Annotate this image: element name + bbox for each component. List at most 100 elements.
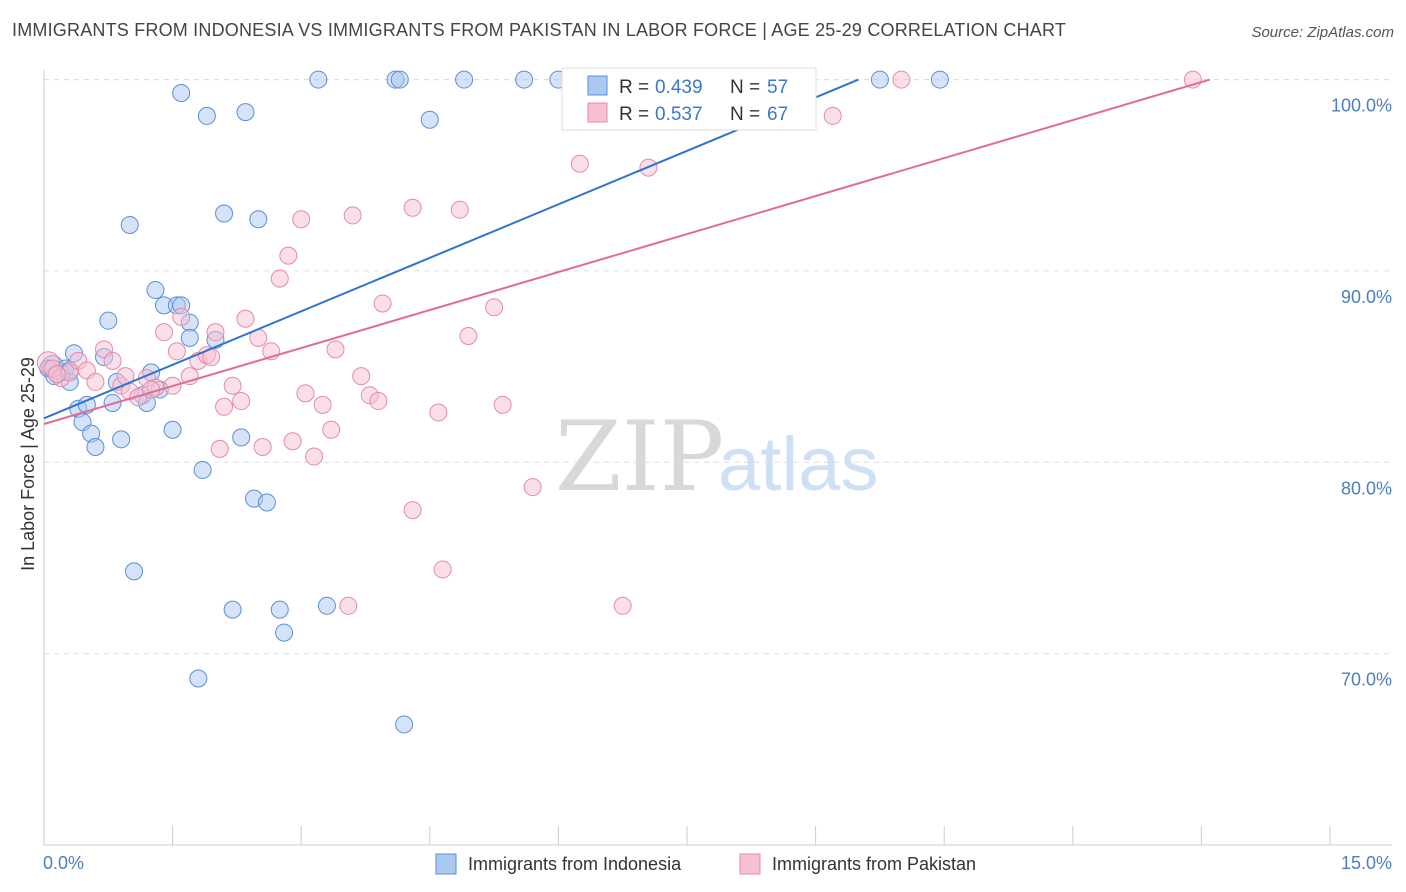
pakistan-point [86, 372, 105, 391]
y-tick-label: 90.0% [1341, 287, 1392, 307]
pakistan-point [296, 384, 315, 403]
stats-r-value-pakistan: 0.537 [655, 104, 703, 125]
pakistan-point [210, 439, 229, 458]
pakistan-point [523, 478, 542, 497]
indonesia-point [189, 669, 208, 688]
stats-n-label-pakistan: N = [730, 104, 760, 125]
pakistan-point [369, 392, 388, 411]
indonesia-point [236, 103, 255, 122]
pakistan-point [613, 596, 632, 615]
indonesia-point [163, 420, 182, 439]
indonesia-point [120, 216, 139, 234]
grid-lines [44, 79, 1392, 655]
x-tick-min: 0.0% [43, 853, 84, 873]
pakistan-point [429, 403, 448, 422]
pakistan-point [823, 106, 842, 125]
indonesia-point [455, 70, 474, 89]
chart-source: Source: ZipAtlas.com [1251, 24, 1394, 41]
indonesia-point [232, 428, 251, 447]
indonesia-point [215, 204, 234, 223]
indonesia-point [257, 493, 276, 512]
pakistan-point [352, 367, 371, 386]
pakistan-point [433, 560, 452, 579]
indonesia-point [930, 70, 949, 89]
indonesia-point [180, 328, 199, 347]
trend-lines [43, 78, 1211, 425]
pakistan-point [305, 447, 324, 466]
pakistan-point [326, 340, 345, 359]
stats-n-value-indonesia: 57 [767, 77, 788, 98]
pakistan-point [236, 309, 255, 328]
y-tick-label: 70.0% [1341, 670, 1392, 690]
stats-box: R = 0.439 N = 57 R = 0.537 N = 67 [561, 67, 817, 131]
indonesia-point [99, 311, 118, 330]
indonesia-point [223, 600, 242, 619]
pakistan-point [232, 392, 251, 411]
y-axis-label: In Labor Force | Age 25-29 [18, 357, 38, 571]
pakistan-point [570, 154, 589, 173]
pakistan-point [283, 432, 302, 451]
pakistan-point [339, 596, 358, 615]
pakistan-point [215, 397, 234, 416]
pakistan-point [103, 351, 122, 370]
pakistan-point [322, 420, 341, 439]
y-tick-label: 100.0% [1331, 96, 1392, 116]
indonesia-point [309, 70, 328, 89]
indonesia-point [86, 437, 105, 456]
pakistan-point [47, 365, 66, 384]
pakistan-point [167, 342, 186, 361]
indonesia-point [146, 281, 165, 300]
pakistan-point [313, 395, 332, 414]
indonesia-point [515, 70, 534, 89]
indonesia-point [270, 600, 289, 619]
pakistan-point [279, 246, 298, 265]
pakistan-point [459, 326, 478, 345]
chart-title: IMMIGRANTS FROM INDONESIA VS IMMIGRANTS … [12, 20, 1067, 40]
indonesia-point [870, 70, 889, 89]
legend-swatch-pakistan [739, 853, 761, 875]
legend-swatch-indonesia [435, 853, 457, 875]
indonesia-point [420, 110, 439, 129]
indonesia-point [125, 562, 144, 581]
pakistan-trend-line [43, 78, 1211, 425]
pakistan-point [206, 323, 225, 342]
stats-n-value-pakistan: 67 [767, 104, 788, 125]
pakistan-point [270, 269, 289, 288]
indonesia-point [112, 430, 131, 449]
pakistan-point [373, 294, 392, 313]
pakistan-point [292, 210, 311, 229]
y-tick-label: 80.0% [1341, 478, 1392, 498]
y-tick-labels: 70.0% 80.0% 90.0% 100.0% [1331, 96, 1392, 690]
indonesia-point [193, 460, 212, 479]
pakistan-point [403, 198, 422, 217]
indonesia-point [317, 596, 336, 615]
stats-r-value-indonesia: 0.439 [655, 77, 703, 98]
stats-n-label-indonesia: N = [730, 77, 760, 98]
pakistan-point [223, 376, 242, 395]
indonesia-point [172, 83, 191, 102]
indonesia-point [390, 70, 409, 89]
legend-label-indonesia: Immigrants from Indonesia [468, 854, 682, 874]
stats-r-label-indonesia: R = [619, 77, 649, 98]
legend: Immigrants from Indonesia Immigrants fro… [435, 853, 976, 875]
x-tick-max: 15.0% [1341, 853, 1392, 873]
indonesia-point [249, 210, 268, 229]
pakistan-point [172, 307, 191, 326]
stats-swatch-indonesia [587, 75, 608, 96]
axes [43, 70, 1392, 846]
pakistan-point [892, 70, 911, 89]
stats-swatch-pakistan [587, 102, 608, 123]
pakistan-point [403, 501, 422, 520]
legend-label-pakistan: Immigrants from Pakistan [772, 854, 976, 874]
watermark-atlas: atlas [718, 422, 879, 507]
watermark-zip: ZIP [555, 401, 724, 513]
pakistan-point [493, 395, 512, 414]
indonesia-point [395, 715, 414, 734]
indonesia-point [197, 106, 216, 125]
pakistan-point [450, 200, 469, 219]
indonesia-point [275, 623, 294, 642]
stats-r-label-pakistan: R = [619, 104, 649, 125]
pakistan-point [253, 437, 272, 456]
pakistan-point [155, 323, 174, 342]
